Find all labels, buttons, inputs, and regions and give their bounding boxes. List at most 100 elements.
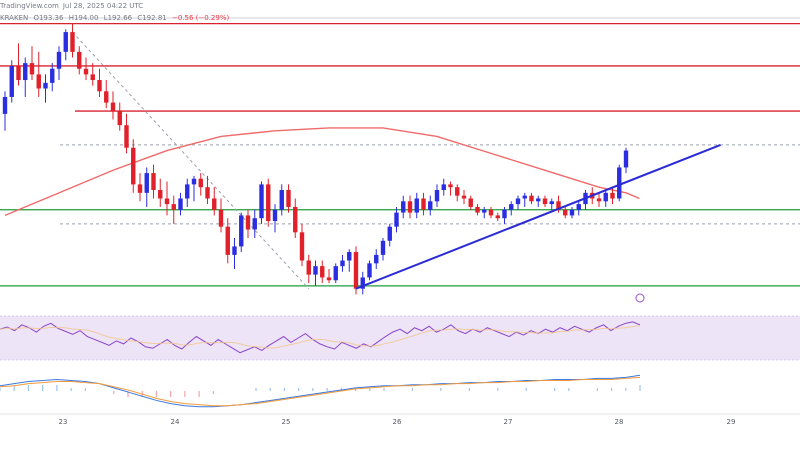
candle-body[interactable]: [144, 173, 149, 193]
macd-line[interactable]: [0, 374, 641, 408]
candle-body[interactable]: [245, 215, 251, 230]
candle-body[interactable]: [110, 102, 116, 112]
candle-body[interactable]: [623, 150, 629, 168]
candle-body[interactable]: [63, 32, 68, 52]
candle-body[interactable]: [353, 252, 359, 289]
candle-body[interactable]: [43, 82, 48, 89]
candle-body[interactable]: [509, 204, 514, 210]
candle-body[interactable]: [320, 266, 325, 278]
candle-body[interactable]: [259, 184, 264, 219]
candle-body[interactable]: [50, 68, 55, 83]
candle-body[interactable]: [29, 63, 35, 75]
candle-body[interactable]: [178, 198, 183, 210]
candle-body[interactable]: [205, 187, 210, 199]
candle-body[interactable]: [569, 209, 575, 216]
candle-body[interactable]: [434, 190, 440, 202]
candle-body[interactable]: [171, 204, 176, 210]
candle-body[interactable]: [522, 195, 527, 199]
candle-body[interactable]: [347, 252, 352, 261]
candle-body[interactable]: [367, 263, 372, 278]
candle-body[interactable]: [502, 209, 507, 219]
candle-body[interactable]: [563, 209, 568, 216]
candle-body[interactable]: [164, 198, 170, 205]
candle-body[interactable]: [542, 198, 548, 205]
candle-body[interactable]: [185, 184, 190, 199]
candle-body[interactable]: [448, 184, 453, 188]
event-marker-icon[interactable]: [635, 293, 645, 303]
candle-body[interactable]: [16, 65, 21, 81]
candle-body[interactable]: [549, 201, 554, 205]
candle-body[interactable]: [482, 209, 487, 213]
moving-average-line[interactable]: [4, 127, 640, 217]
candle-body[interactable]: [313, 266, 318, 275]
candle-body[interactable]: [70, 32, 75, 52]
candle-body[interactable]: [360, 277, 365, 289]
candle-body[interactable]: [380, 240, 386, 255]
candle-body[interactable]: [266, 184, 271, 222]
candle-body[interactable]: [124, 125, 129, 148]
candle-body[interactable]: [272, 209, 278, 222]
candle-body[interactable]: [104, 91, 109, 103]
candle-body[interactable]: [536, 198, 541, 202]
candle-body[interactable]: [529, 195, 534, 202]
candle-body[interactable]: [151, 173, 156, 191]
candle-body[interactable]: [252, 218, 257, 230]
rsi-line[interactable]: [0, 321, 641, 354]
candle-body[interactable]: [36, 74, 41, 89]
falling-trend-line[interactable]: [72, 31, 310, 290]
candle-body[interactable]: [401, 201, 406, 213]
candle-body[interactable]: [212, 198, 217, 210]
candle-body[interactable]: [603, 192, 608, 202]
candle-body[interactable]: [495, 215, 500, 219]
change-value: −0.56 (−0.29%): [171, 14, 230, 22]
candle-body[interactable]: [137, 184, 143, 193]
candle-body[interactable]: [225, 226, 230, 255]
candle-body[interactable]: [610, 192, 615, 199]
candle-body[interactable]: [374, 254, 379, 264]
candle-body[interactable]: [421, 198, 426, 210]
candle-body[interactable]: [556, 201, 561, 210]
candle-body[interactable]: [387, 226, 392, 241]
candle-body[interactable]: [441, 184, 446, 191]
candle-body[interactable]: [90, 74, 95, 81]
candle-body[interactable]: [198, 178, 203, 188]
rising-trend-line[interactable]: [355, 143, 721, 290]
candle-body[interactable]: [475, 206, 480, 213]
candle-body[interactable]: [461, 195, 467, 199]
candle-body[interactable]: [299, 232, 305, 261]
candle-body[interactable]: [56, 51, 62, 69]
candle-body[interactable]: [131, 147, 136, 185]
candle-body[interactable]: [333, 266, 338, 281]
candle-body[interactable]: [158, 190, 163, 199]
candle-body[interactable]: [306, 260, 311, 275]
macd-signal-line[interactable]: [0, 376, 641, 407]
candle-body[interactable]: [394, 212, 399, 227]
candle-body[interactable]: [9, 65, 14, 97]
candle-body[interactable]: [218, 209, 224, 227]
candle-body[interactable]: [455, 187, 460, 196]
candle-body[interactable]: [239, 215, 244, 247]
candle-body[interactable]: [2, 96, 8, 114]
candle-body[interactable]: [23, 63, 28, 81]
candle-body[interactable]: [407, 201, 413, 213]
candle-body[interactable]: [414, 198, 419, 213]
candle-body[interactable]: [428, 201, 433, 210]
candle-body[interactable]: [488, 209, 494, 216]
candle-body[interactable]: [576, 204, 581, 210]
candle-body[interactable]: [77, 51, 82, 69]
candle-body[interactable]: [340, 260, 345, 267]
candle-body[interactable]: [468, 198, 473, 207]
candle-body[interactable]: [232, 246, 237, 255]
candle-body[interactable]: [97, 80, 102, 92]
candle-body[interactable]: [596, 198, 602, 202]
candle-body[interactable]: [293, 206, 298, 233]
candle-body[interactable]: [279, 190, 284, 210]
candle-body[interactable]: [286, 190, 291, 207]
candle-body[interactable]: [617, 167, 622, 199]
candle-body[interactable]: [191, 178, 197, 185]
candle-body[interactable]: [515, 198, 521, 205]
candle-body[interactable]: [326, 277, 332, 281]
candle-body[interactable]: [117, 111, 122, 126]
candle-body[interactable]: [83, 68, 89, 75]
